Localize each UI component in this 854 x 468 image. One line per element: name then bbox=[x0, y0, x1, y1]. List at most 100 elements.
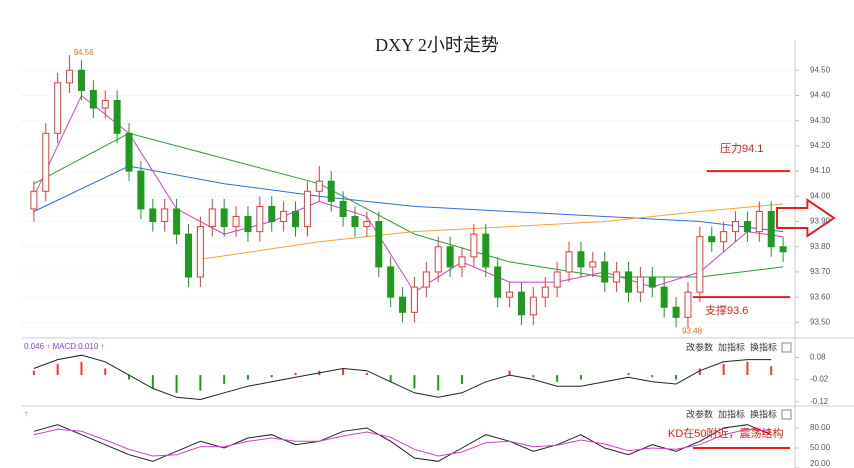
candle-body bbox=[565, 251, 573, 273]
candle-body bbox=[327, 180, 335, 202]
high-label: 94.56 bbox=[74, 48, 95, 57]
candle-body bbox=[292, 210, 300, 228]
candle-body bbox=[30, 190, 38, 210]
panel-button[interactable]: 改参数 bbox=[686, 408, 713, 419]
candle-body bbox=[387, 266, 395, 298]
candle-body bbox=[351, 215, 359, 228]
candle-body bbox=[66, 69, 74, 84]
candle-body bbox=[375, 221, 383, 268]
candle-body bbox=[434, 246, 442, 273]
close-button[interactable] bbox=[781, 342, 792, 353]
candle-body bbox=[256, 205, 264, 233]
panel-button[interactable]: 换指标 bbox=[750, 408, 777, 419]
y-tick-label: -0.12 bbox=[810, 397, 829, 406]
panel-button[interactable]: 改参数 bbox=[686, 341, 713, 352]
panel-button[interactable]: 换指标 bbox=[750, 341, 777, 352]
candle-body bbox=[161, 208, 169, 223]
candle-body bbox=[125, 132, 133, 172]
candle-body bbox=[506, 291, 514, 298]
candle-body bbox=[517, 291, 525, 316]
candle-body bbox=[470, 233, 478, 258]
candle-body bbox=[660, 286, 668, 308]
candle-body bbox=[458, 256, 466, 268]
candle-body bbox=[220, 208, 228, 228]
annotation-text: 压力94.1 bbox=[720, 142, 763, 155]
candle-body bbox=[696, 236, 704, 293]
candle-body bbox=[280, 210, 288, 223]
y-tick-label: 50.00 bbox=[810, 443, 831, 452]
candle-body bbox=[244, 215, 252, 233]
y-tick-label: 94.10 bbox=[810, 166, 831, 175]
candle-body bbox=[113, 100, 121, 134]
d-line bbox=[33, 428, 772, 457]
y-tick-label: 80.00 bbox=[810, 423, 831, 432]
y-tick-label: 20.00 bbox=[810, 459, 831, 468]
candle-body bbox=[672, 306, 680, 318]
candle-body bbox=[268, 205, 276, 223]
candle-body bbox=[42, 132, 50, 192]
candle-body bbox=[149, 208, 157, 223]
panel-button[interactable]: 加指标 bbox=[718, 408, 745, 419]
y-tick-label: 93.70 bbox=[810, 267, 831, 276]
moving-average bbox=[33, 132, 784, 278]
kd-label: ↑ bbox=[24, 409, 28, 418]
y-tick-label: -0.02 bbox=[810, 375, 829, 384]
moving-average bbox=[200, 203, 784, 260]
candle-body bbox=[779, 246, 787, 253]
low-label: 93.48 bbox=[682, 327, 703, 336]
candle-body bbox=[732, 221, 740, 233]
candle-body bbox=[89, 89, 97, 109]
k-line bbox=[33, 424, 772, 462]
y-tick-label: 93.80 bbox=[810, 242, 831, 251]
y-tick-label: 93.60 bbox=[810, 292, 831, 301]
candle-body bbox=[232, 215, 240, 228]
candle-body bbox=[446, 246, 454, 268]
candle-body bbox=[422, 271, 430, 288]
annotation-text: 支撑93.6 bbox=[705, 303, 748, 317]
panel-button[interactable]: 加指标 bbox=[718, 341, 745, 352]
y-tick-label: 94.50 bbox=[810, 65, 831, 74]
candle-body bbox=[208, 208, 216, 228]
candle-body bbox=[339, 200, 347, 217]
candle-body bbox=[553, 271, 561, 288]
candle-body bbox=[613, 271, 621, 283]
candle-body bbox=[684, 291, 692, 318]
close-button[interactable] bbox=[781, 409, 792, 420]
candle-body bbox=[648, 276, 656, 288]
candle-body bbox=[577, 251, 585, 268]
candle-body bbox=[410, 286, 418, 313]
candle-body bbox=[494, 266, 502, 298]
candle-body bbox=[529, 296, 537, 316]
candle-body bbox=[636, 276, 644, 293]
candle-body bbox=[184, 233, 192, 278]
candle-body bbox=[625, 271, 633, 293]
candle-body bbox=[54, 82, 62, 134]
y-tick-label: 0.08 bbox=[810, 353, 826, 362]
candle-body bbox=[541, 286, 549, 298]
candle-body bbox=[743, 221, 751, 233]
candle-body bbox=[196, 226, 204, 278]
candle-body bbox=[755, 210, 763, 233]
moving-average bbox=[33, 165, 784, 233]
candle-body bbox=[399, 296, 407, 313]
chart-title: DXY 2小时走势 bbox=[375, 35, 499, 55]
arrow-icon bbox=[776, 198, 836, 238]
candle-body bbox=[303, 190, 311, 228]
macd-line bbox=[33, 354, 772, 401]
candle-body bbox=[101, 100, 109, 109]
candle-body bbox=[315, 180, 323, 192]
candle-body bbox=[363, 221, 371, 228]
y-tick-label: 94.30 bbox=[810, 116, 831, 125]
candle-body bbox=[137, 170, 145, 210]
y-tick-label: 93.90 bbox=[810, 217, 831, 226]
candle-body bbox=[767, 210, 775, 248]
candle-body bbox=[482, 233, 490, 268]
y-tick-label: 94.20 bbox=[810, 141, 831, 150]
candle-body bbox=[708, 236, 716, 243]
candle-body bbox=[589, 261, 597, 268]
moving-average bbox=[33, 94, 784, 293]
annotation-text: KD在50附近，震荡结构 bbox=[668, 426, 784, 440]
y-tick-label: 93.50 bbox=[810, 318, 831, 327]
macd-label: 0.046 ↑ MACD:0.010 ↑ bbox=[24, 342, 104, 351]
